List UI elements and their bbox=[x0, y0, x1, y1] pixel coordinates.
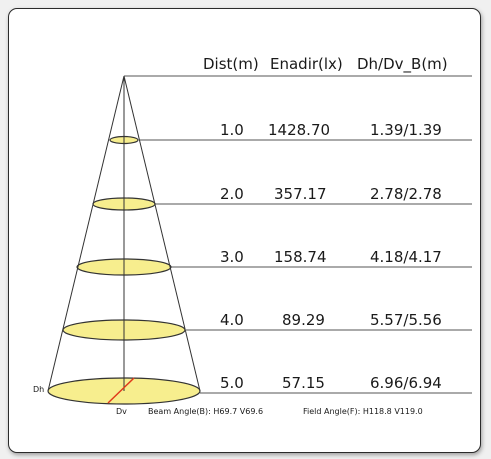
row-2-enadir: 357.17 bbox=[274, 185, 327, 203]
row-4-dist: 4.0 bbox=[220, 311, 244, 329]
row-3-dist: 3.0 bbox=[220, 248, 244, 266]
row-5-dh-dv: 6.96/6.94 bbox=[370, 374, 442, 392]
dh-label: Dh bbox=[33, 385, 44, 394]
beam-angle-text: Beam Angle(B): H69.7 V69.6 bbox=[148, 407, 263, 416]
cone-left-edge bbox=[47, 75, 125, 392]
header-dist: Dist(m) bbox=[203, 55, 259, 73]
row-1-enadir: 1428.70 bbox=[268, 121, 330, 139]
row-1-dist: 1.0 bbox=[220, 121, 244, 139]
row-2-dh-dv: 2.78/2.78 bbox=[370, 185, 442, 203]
row-1-dh-dv: 1.39/1.39 bbox=[370, 121, 442, 139]
row-3-enadir: 158.74 bbox=[274, 248, 327, 266]
dv-label: Dv bbox=[116, 407, 127, 416]
cone-right-edge bbox=[123, 75, 201, 392]
data-rows: 1.0 1428.70 1.39/1.39 2.0 357.17 2.78/2.… bbox=[220, 121, 442, 392]
header-dh-dv: Dh/Dv_B(m) bbox=[357, 55, 448, 74]
row-5-enadir: 57.15 bbox=[282, 374, 325, 392]
header-enadir: Enadir(lx) bbox=[270, 55, 343, 73]
row-4-dh-dv: 5.57/5.56 bbox=[370, 311, 442, 329]
row-4-enadir: 89.29 bbox=[282, 311, 325, 329]
row-5-dist: 5.0 bbox=[220, 374, 244, 392]
field-angle-text: Field Angle(F): H118.8 V119.0 bbox=[303, 407, 423, 416]
row-2-dist: 2.0 bbox=[220, 185, 244, 203]
row-3-dh-dv: 4.18/4.17 bbox=[370, 248, 442, 266]
dv-marker-line bbox=[107, 377, 135, 404]
row-guide-lines bbox=[124, 75, 472, 394]
